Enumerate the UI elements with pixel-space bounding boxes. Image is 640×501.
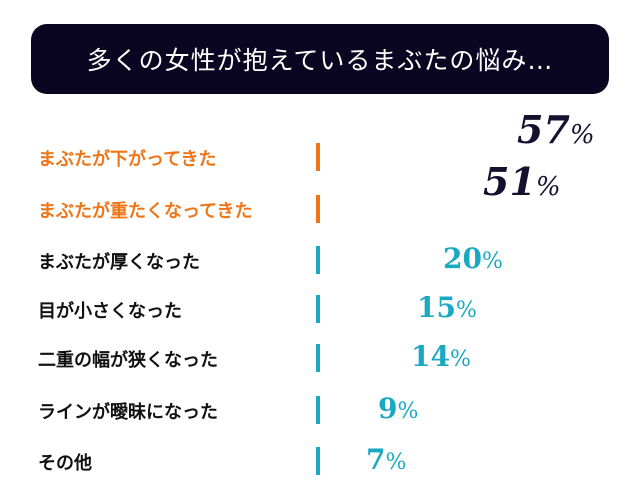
chart-row: 目が小さくなった 15%	[0, 289, 640, 329]
value-number: 15	[417, 291, 456, 324]
category-label: ラインが曖昧になった	[38, 402, 218, 423]
category-label: 二重の幅が狭くなった	[38, 350, 218, 371]
chart-row: まぶたが下がってきた 57%	[0, 107, 640, 177]
chart-row: その他 7%	[0, 441, 640, 481]
category-label: まぶたが重たくなってきた	[38, 201, 253, 222]
value-number: 20	[443, 242, 482, 275]
chart-row: まぶたが厚くなった 20%	[0, 240, 640, 280]
category-label: まぶたが下がってきた	[38, 149, 217, 170]
chart-row: まぶたが重たくなってきた 51%	[0, 159, 640, 229]
row-tick-mark	[316, 447, 320, 475]
row-tick-mark	[316, 396, 320, 424]
row-tick-mark	[316, 246, 320, 274]
value-label: 51%	[483, 159, 561, 204]
percent-unit: %	[455, 298, 477, 323]
row-tick-mark	[316, 195, 320, 223]
percent-unit: %	[449, 347, 471, 372]
chart-row: ラインが曖昧になった 9%	[0, 390, 640, 430]
value-label: 9%	[378, 392, 418, 425]
percent-unit: %	[481, 249, 503, 274]
percent-unit: %	[385, 450, 407, 475]
value-number: 14	[411, 340, 450, 373]
chart-row: 二重の幅が狭くなった 14%	[0, 338, 640, 378]
category-label: 目が小さくなった	[38, 301, 182, 322]
value-number: 51	[483, 159, 536, 204]
value-label: 57%	[517, 107, 595, 152]
row-tick-mark	[316, 143, 320, 171]
value-number: 7	[366, 443, 386, 476]
value-label: 7%	[366, 443, 406, 476]
chart-title: 多くの女性が抱えているまぶたの悩み…	[31, 24, 609, 94]
percent-unit: %	[535, 172, 561, 202]
value-label: 20%	[443, 242, 503, 275]
value-label: 14%	[411, 340, 471, 373]
percent-unit: %	[397, 399, 419, 424]
value-number: 57	[517, 107, 570, 152]
row-tick-mark	[316, 344, 320, 372]
value-number: 9	[378, 392, 398, 425]
category-label: まぶたが厚くなった	[38, 252, 200, 273]
percent-unit: %	[569, 120, 595, 150]
row-tick-mark	[316, 295, 320, 323]
value-label: 15%	[417, 291, 477, 324]
category-label: その他	[38, 453, 92, 474]
